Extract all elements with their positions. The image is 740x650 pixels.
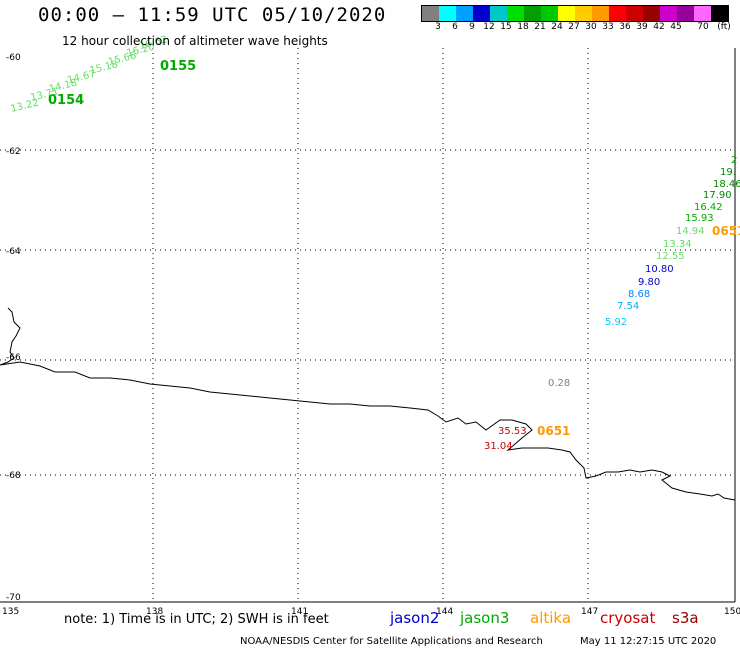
- legend-label: 33: [602, 22, 614, 32]
- pass-time: 0651: [712, 224, 740, 238]
- legend-label: 24: [551, 22, 563, 32]
- legend-swatch: [507, 6, 524, 21]
- swh-value: 35.53: [498, 426, 527, 437]
- swh-value: 31.04: [484, 441, 513, 452]
- credit-text: NOAA/NESDIS Center for Satellite Applica…: [240, 636, 543, 647]
- swh-value: 14.94: [676, 226, 705, 237]
- legend-swatch: [456, 6, 473, 21]
- satellite-cryosat: cryosat: [600, 609, 656, 627]
- pass-time: 0155: [160, 59, 196, 74]
- legend-label: 70: [697, 22, 709, 32]
- lat-label: -64: [6, 247, 21, 257]
- swh-value: 0.28: [548, 378, 570, 389]
- legend-label: 6: [452, 22, 458, 32]
- legend-label: 15: [500, 22, 512, 32]
- legend-swatch: [575, 6, 592, 21]
- legend-labels: 3 6 9 12 15 18 21 24 27 30 33 36 39 42 4…: [421, 22, 739, 34]
- legend-label: 21: [534, 22, 546, 32]
- satellite-jason3: jason3: [460, 609, 510, 627]
- swh-value: 16.42: [694, 202, 723, 213]
- legend-label: 18: [517, 22, 529, 32]
- legend-swatch: [694, 6, 711, 21]
- swh-value: 17.90: [703, 190, 732, 201]
- legend-swatch: [439, 6, 456, 21]
- legend-swatch: [558, 6, 575, 21]
- track-jason3-0651: 5.92 7.54 8.68 9.80 10.80 12.55 13.34 14…: [605, 155, 740, 328]
- swh-value: 18.46: [713, 179, 740, 190]
- track-altika-0651: 0.28 35.53 31.04 0651: [484, 378, 570, 452]
- legend-label: 3: [435, 22, 441, 32]
- lat-label: -60: [6, 53, 21, 63]
- legend-label: 42: [653, 22, 665, 32]
- color-legend: [421, 5, 729, 22]
- legend-swatch: [609, 6, 626, 21]
- legend-label: 30: [585, 22, 597, 32]
- page-subtitle: 12 hour collection of altimeter wave hei…: [62, 34, 328, 48]
- lon-label: 138: [146, 607, 163, 617]
- swh-value: 8.68: [628, 289, 650, 300]
- swh-value: 2: [731, 155, 737, 166]
- swh-value: 7.54: [617, 301, 639, 312]
- page-title: 00:00 – 11:59 UTC 05/10/2020: [38, 4, 387, 26]
- swh-value: 9.80: [638, 277, 660, 288]
- satellite-s3a: s3a: [672, 609, 699, 627]
- swh-value: 5.92: [605, 317, 627, 328]
- legend-unit: (ft): [717, 22, 731, 32]
- lon-label: 150: [724, 607, 740, 617]
- lat-labels: -60 -62 -64 -66 -68 -70: [6, 53, 21, 603]
- legend-swatch: [643, 6, 660, 21]
- lon-label: 147: [581, 607, 598, 617]
- legend-swatch: [524, 6, 541, 21]
- generated-timestamp: May 11 12:27:15 UTC 2020: [580, 636, 717, 647]
- axes: [0, 48, 736, 603]
- legend-label: 9: [469, 22, 475, 32]
- legend-swatch: [677, 6, 694, 21]
- legend-label: 45: [670, 22, 682, 32]
- pass-time: 0154: [48, 93, 84, 108]
- coastline: [0, 307, 736, 501]
- legend-swatch: [473, 6, 490, 21]
- pass-time: 0651: [537, 424, 570, 438]
- lon-label: 135: [2, 607, 19, 617]
- legend-label: 39: [636, 22, 648, 32]
- lat-label: -70: [6, 593, 21, 603]
- legend-swatch: [711, 6, 728, 21]
- legend-swatch: [626, 6, 643, 21]
- legend-label: 12: [483, 22, 495, 32]
- footer-note: note: 1) Time is in UTC; 2) SWH is in fe…: [64, 612, 329, 627]
- lon-label: 144: [436, 607, 453, 617]
- swh-value: 13.34: [663, 239, 692, 250]
- swh-value: 10.80: [645, 264, 674, 275]
- legend-swatch: [490, 6, 507, 21]
- lon-labels: 135 138 141 144 147 150: [2, 607, 740, 617]
- satellite-jason2: jason2: [390, 609, 440, 627]
- legend-swatch: [541, 6, 558, 21]
- legend-swatch: [660, 6, 677, 21]
- swh-value: 19.: [720, 167, 736, 178]
- legend-swatch: [592, 6, 609, 21]
- swh-value: 15.93: [685, 213, 714, 224]
- lat-label: -62: [6, 147, 21, 157]
- lon-label: 141: [291, 607, 308, 617]
- legend-label: 27: [568, 22, 580, 32]
- swh-value: 12.55: [656, 251, 685, 262]
- legend-swatch: [422, 6, 439, 21]
- legend-label: 36: [619, 22, 631, 32]
- satellite-altika: altika: [530, 609, 572, 627]
- lat-label: -68: [6, 471, 21, 481]
